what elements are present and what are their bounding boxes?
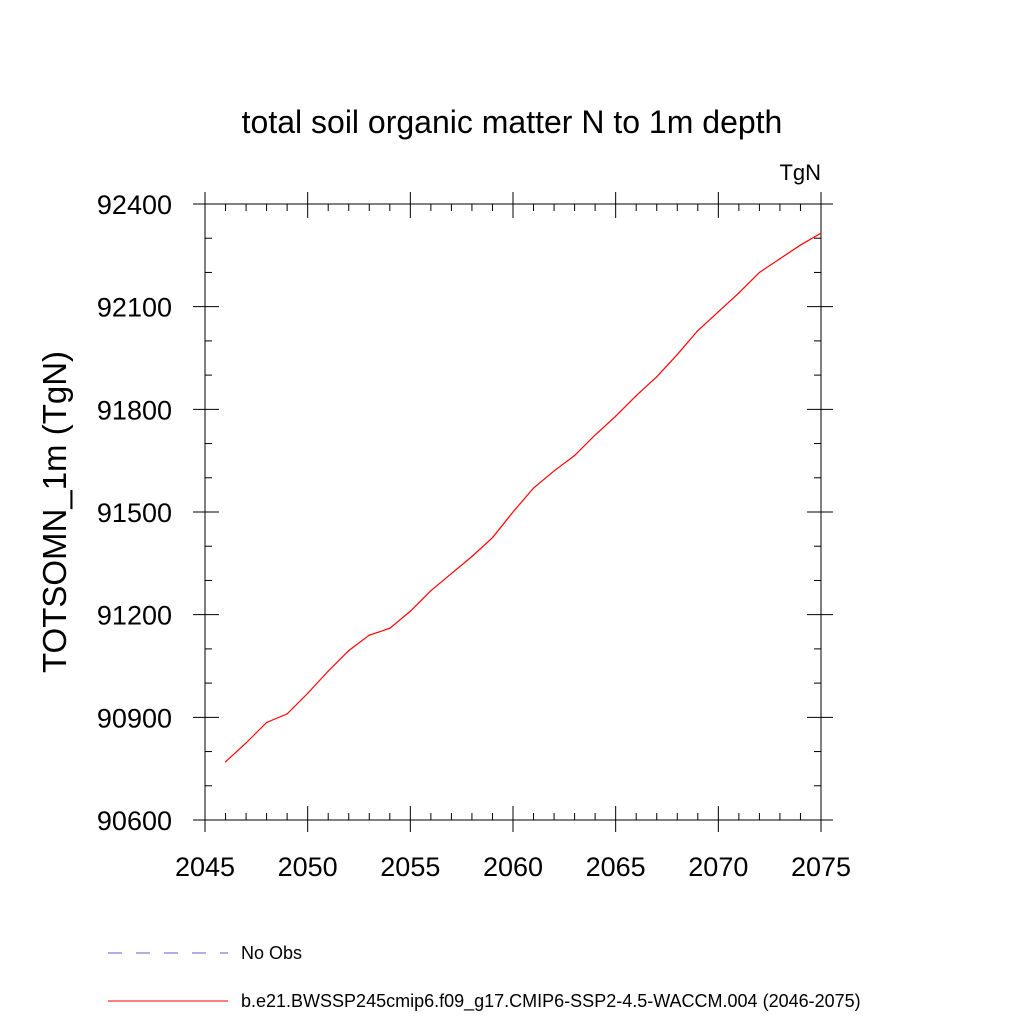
data-point [450, 573, 452, 575]
data-point [738, 292, 740, 294]
series-layer [224, 232, 822, 763]
data-point [389, 627, 391, 629]
y-tick-label: 90900 [97, 703, 172, 733]
data-point [758, 271, 761, 274]
data-point [697, 330, 699, 332]
y-tick-label: 91500 [97, 498, 172, 528]
data-point [532, 487, 535, 489]
y-tick-label: 92100 [97, 293, 172, 323]
data-point [594, 434, 596, 436]
data-point [512, 511, 514, 513]
data-point [574, 454, 576, 457]
data-point [635, 395, 637, 397]
x-tick-label: 2060 [483, 852, 543, 882]
x-tick-label: 2045 [175, 852, 235, 882]
units-label: TgN [779, 160, 821, 185]
data-point [553, 470, 555, 472]
x-tick-label: 2065 [586, 852, 646, 882]
data-point [430, 590, 432, 592]
x-axis: 2045 2050 2055 2060 2065 2070 2075 [175, 192, 851, 882]
chart-title: total soil organic matter N to 1m depth [242, 104, 783, 140]
series-line-0 [225, 232, 822, 763]
data-point [717, 311, 719, 313]
y-axis: 90600 90900 91200 91500 91800 92100 92400 [97, 190, 833, 836]
data-point [368, 634, 370, 636]
legend-label-no-obs: No Obs [241, 943, 302, 963]
data-point [799, 244, 802, 246]
data-point [820, 232, 822, 234]
y-tick-label: 91800 [97, 395, 172, 425]
y-tick-label: 92400 [97, 190, 172, 220]
y-tick-label: 91200 [97, 601, 172, 631]
data-point [245, 742, 247, 744]
data-point [327, 670, 329, 672]
legend: No Obs b.e21.BWSSP245cmip6.f09_g17.CMIP6… [108, 943, 861, 1012]
data-point [286, 713, 288, 715]
x-tick-label: 2070 [688, 852, 748, 882]
x-tick-label: 2055 [380, 852, 440, 882]
data-point [348, 650, 350, 652]
data-point [471, 555, 473, 558]
data-point [266, 721, 268, 724]
data-point [779, 258, 781, 260]
data-point [615, 415, 617, 417]
x-tick-label: 2075 [791, 852, 851, 882]
legend-label-model-run: b.e21.BWSSP245cmip6.f09_g17.CMIP6-SSP2-4… [241, 991, 861, 1012]
data-point [676, 353, 678, 356]
data-point [409, 610, 411, 612]
y-axis-label: TOTSOMN_1m (TgN) [36, 351, 73, 673]
data-point [491, 537, 494, 539]
y-tick-label: 90600 [97, 806, 172, 836]
data-point [307, 692, 309, 694]
data-point [224, 761, 227, 763]
data-point [656, 376, 658, 378]
x-tick-label: 2050 [278, 852, 338, 882]
